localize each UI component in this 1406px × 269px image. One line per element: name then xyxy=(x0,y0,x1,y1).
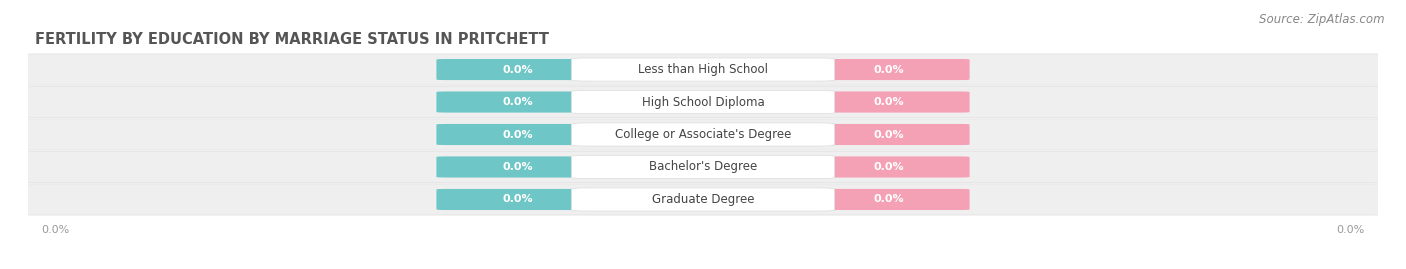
FancyBboxPatch shape xyxy=(571,58,835,81)
Text: 0.0%: 0.0% xyxy=(873,97,904,107)
FancyBboxPatch shape xyxy=(436,157,599,178)
FancyBboxPatch shape xyxy=(14,184,1392,215)
Text: 0.0%: 0.0% xyxy=(873,65,904,75)
Text: College or Associate's Degree: College or Associate's Degree xyxy=(614,128,792,141)
FancyBboxPatch shape xyxy=(807,157,970,178)
FancyBboxPatch shape xyxy=(14,86,1392,118)
FancyBboxPatch shape xyxy=(571,188,835,211)
Text: 0.0%: 0.0% xyxy=(502,129,533,140)
Text: 0.0%: 0.0% xyxy=(502,65,533,75)
FancyBboxPatch shape xyxy=(436,91,599,112)
Text: Less than High School: Less than High School xyxy=(638,63,768,76)
Text: 0.0%: 0.0% xyxy=(873,162,904,172)
FancyBboxPatch shape xyxy=(14,119,1392,150)
Text: 0.0%: 0.0% xyxy=(873,129,904,140)
Text: 0.0%: 0.0% xyxy=(502,194,533,204)
Text: Bachelor's Degree: Bachelor's Degree xyxy=(650,161,756,174)
FancyBboxPatch shape xyxy=(571,123,835,146)
FancyBboxPatch shape xyxy=(571,155,835,179)
Text: 0.0%: 0.0% xyxy=(502,97,533,107)
FancyBboxPatch shape xyxy=(807,189,970,210)
FancyBboxPatch shape xyxy=(436,124,599,145)
Text: FERTILITY BY EDUCATION BY MARRIAGE STATUS IN PRITCHETT: FERTILITY BY EDUCATION BY MARRIAGE STATU… xyxy=(35,32,548,47)
FancyBboxPatch shape xyxy=(436,189,599,210)
Text: 0.0%: 0.0% xyxy=(502,162,533,172)
Text: Graduate Degree: Graduate Degree xyxy=(652,193,754,206)
FancyBboxPatch shape xyxy=(807,124,970,145)
Text: 0.0%: 0.0% xyxy=(42,225,70,235)
Text: 0.0%: 0.0% xyxy=(1336,225,1364,235)
FancyBboxPatch shape xyxy=(571,90,835,114)
FancyBboxPatch shape xyxy=(436,59,599,80)
FancyBboxPatch shape xyxy=(14,54,1392,85)
FancyBboxPatch shape xyxy=(807,59,970,80)
Text: Source: ZipAtlas.com: Source: ZipAtlas.com xyxy=(1260,13,1385,26)
Text: 0.0%: 0.0% xyxy=(873,194,904,204)
Text: High School Diploma: High School Diploma xyxy=(641,95,765,108)
FancyBboxPatch shape xyxy=(807,91,970,112)
FancyBboxPatch shape xyxy=(14,151,1392,183)
